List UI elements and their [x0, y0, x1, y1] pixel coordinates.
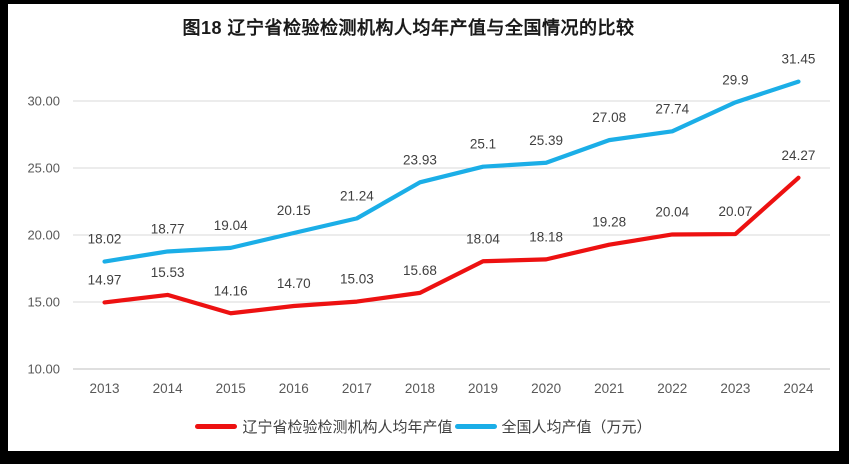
data-label: 18.77: [151, 221, 185, 236]
x-tick-label: 2023: [720, 381, 750, 396]
red-line-swatch-icon: [195, 424, 238, 429]
data-label: 29.9: [722, 72, 748, 87]
data-label: 15.68: [403, 263, 437, 278]
x-tick-label: 2024: [783, 381, 814, 396]
legend-item-liaoning: 辽宁省检验检测机构人均年产值: [195, 416, 453, 437]
data-label: 27.08: [592, 110, 626, 125]
x-tick-label: 2017: [342, 381, 372, 396]
y-tick-label: 25.00: [27, 161, 60, 176]
x-tick-label: 2019: [468, 381, 498, 396]
data-label: 23.93: [403, 152, 437, 167]
data-label: 31.45: [782, 52, 816, 67]
data-label: 21.24: [340, 188, 374, 203]
data-label: 25.39: [529, 133, 563, 148]
data-label: 27.74: [655, 101, 689, 116]
legend-label-liaoning: 辽宁省检验检测机构人均年产值: [242, 419, 453, 436]
data-label: 19.28: [592, 215, 626, 230]
series-line-0: [102, 175, 801, 316]
data-label: 18.04: [466, 231, 500, 246]
x-tick-label: 2022: [657, 381, 687, 396]
chart-legend: 辽宁省检验检测机构人均年产值 全国人均产值（万元）: [8, 416, 839, 437]
data-label: 20.15: [277, 203, 311, 218]
data-label: 15.03: [340, 272, 374, 287]
x-tick-label: 2015: [216, 381, 246, 396]
x-tick-label: 2020: [531, 381, 561, 396]
data-label: 15.53: [151, 265, 185, 280]
data-label: 25.1: [470, 137, 496, 152]
data-label: 14.97: [88, 272, 122, 287]
chart-title: 图18 辽宁省检验检测机构人均年产值与全国情况的比较: [182, 18, 635, 38]
legend-item-national: 全国人均产值（万元）: [454, 416, 652, 437]
legend-label-national: 全国人均产值（万元）: [501, 419, 652, 436]
y-tick-label: 15.00: [27, 295, 60, 310]
data-label: 18.02: [88, 232, 122, 247]
x-tick-label: 2014: [153, 381, 184, 396]
y-tick-label: 10.00: [27, 362, 60, 377]
data-label: 14.70: [277, 276, 311, 291]
y-tick-label: 20.00: [27, 228, 60, 243]
x-tick-label: 2016: [279, 381, 309, 396]
x-tick-label: 2021: [594, 381, 624, 396]
data-label: 14.16: [214, 283, 248, 298]
x-tick-label: 2018: [405, 381, 435, 396]
data-label: 19.04: [214, 218, 248, 233]
line-chart-plot: 10.00 15.00 20.00 25.00 30.00 2013 2014 2015 201…: [27, 52, 830, 396]
x-tick-label: 2013: [90, 381, 120, 396]
series-line-1: [102, 79, 801, 264]
y-tick-label: 30.00: [27, 94, 60, 109]
data-label: 20.07: [718, 204, 752, 219]
data-label: 20.04: [655, 204, 689, 219]
blue-line-swatch-icon: [454, 424, 497, 429]
data-label: 24.27: [782, 148, 816, 163]
data-label: 18.18: [529, 229, 563, 244]
